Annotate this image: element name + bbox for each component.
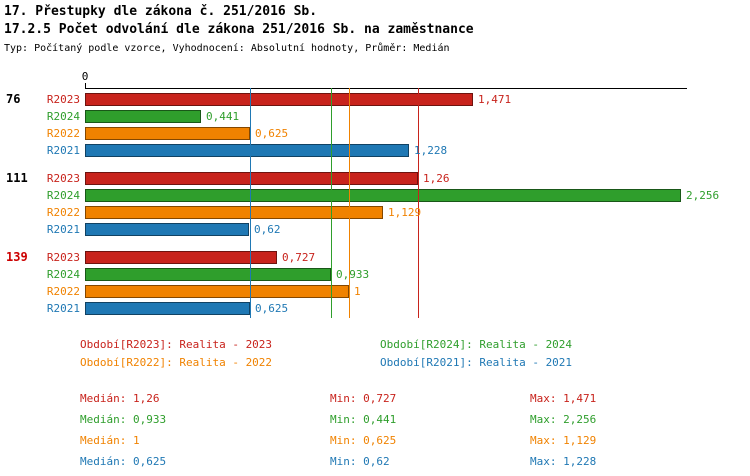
series-label: R2024 (46, 189, 80, 202)
series-label: R2023 (46, 172, 80, 185)
bar-r2022 (85, 206, 383, 219)
series-label: R2022 (46, 206, 80, 219)
stat-min-r2024: Min: 0,441 (330, 413, 397, 426)
legend-item-r2024: Období[R2024]: Realita - 2024 (380, 338, 573, 351)
legend-item-r2023: Období[R2023]: Realita - 2023 (80, 338, 273, 351)
stat-median-r2024: Medián: 0,933 (80, 413, 167, 426)
series-label: R2023 (46, 251, 80, 264)
bar-value-label: 1,471 (478, 93, 512, 106)
bar-r2021 (85, 144, 409, 157)
stat-max-r2022: Max: 1,129 (530, 434, 597, 447)
legend-item-r2022: Období[R2022]: Realita - 2022 (80, 356, 273, 369)
report-title: 17. Přestupky dle zákona č. 251/2016 Sb. (4, 4, 318, 19)
group-label: 139 (6, 250, 28, 264)
bar-r2021 (85, 302, 250, 315)
series-label: R2022 (46, 285, 80, 298)
bar-value-label: 0,441 (206, 110, 240, 123)
x-axis-tick (85, 83, 86, 88)
horizontal-bar-chart: 0 76 R2023 1,471 R2024 0,441 R2022 0,625 R2021 1… (0, 70, 750, 318)
bar-r2022 (85, 285, 349, 298)
bar-r2022 (85, 127, 250, 140)
series-label: R2024 (46, 110, 80, 123)
bar-r2024 (85, 189, 681, 202)
stat-max-r2023: Max: 1,471 (530, 392, 597, 405)
bar-value-label: 0,933 (336, 268, 370, 281)
median-line-r2022 (349, 88, 350, 318)
series-label: R2021 (46, 144, 80, 157)
x-axis-line (85, 88, 687, 89)
group-label: 76 (6, 92, 21, 106)
series-label: R2022 (46, 127, 80, 140)
report-meta: Typ: Počítaný podle vzorce, Vyhodnocení:… (4, 43, 450, 54)
bar-value-label: 1 (354, 285, 361, 298)
report-subtitle: 17.2.5 Počet odvolání dle zákona 251/201… (4, 22, 474, 37)
series-label: R2021 (46, 302, 80, 315)
bar-r2023 (85, 251, 277, 264)
stat-min-r2021: Min: 0,62 (330, 455, 390, 468)
bar-value-label: 0,62 (254, 223, 281, 236)
bar-r2024 (85, 268, 331, 281)
bar-r2023 (85, 93, 473, 106)
stat-min-r2023: Min: 0,727 (330, 392, 397, 405)
bar-value-label: 0,625 (255, 127, 289, 140)
bar-r2021 (85, 223, 249, 236)
stat-median-r2022: Medián: 1 (80, 434, 140, 447)
stat-max-r2024: Max: 2,256 (530, 413, 597, 426)
bar-value-label: 0,625 (255, 302, 289, 315)
median-line-r2024 (331, 88, 332, 318)
bar-r2023 (85, 172, 418, 185)
stat-median-r2023: Medián: 1,26 (80, 392, 160, 405)
stat-min-r2022: Min: 0,625 (330, 434, 397, 447)
bar-value-label: 1,129 (388, 206, 422, 219)
series-label: R2021 (46, 223, 80, 236)
stat-median-r2021: Medián: 0,625 (80, 455, 167, 468)
group-label: 111 (6, 171, 28, 185)
bar-value-label: 2,256 (686, 189, 720, 202)
stat-max-r2021: Max: 1,228 (530, 455, 597, 468)
legend-item-r2021: Období[R2021]: Realita - 2021 (380, 356, 573, 369)
series-label: R2024 (46, 268, 80, 281)
series-label: R2023 (46, 93, 80, 106)
bar-r2024 (85, 110, 201, 123)
bar-value-label: 1,26 (423, 172, 450, 185)
median-line-r2021 (250, 88, 251, 318)
bar-value-label: 1,228 (414, 144, 448, 157)
bar-value-label: 0,727 (282, 251, 316, 264)
x-axis-zero-label: 0 (81, 70, 89, 83)
median-line-r2023 (418, 88, 419, 318)
